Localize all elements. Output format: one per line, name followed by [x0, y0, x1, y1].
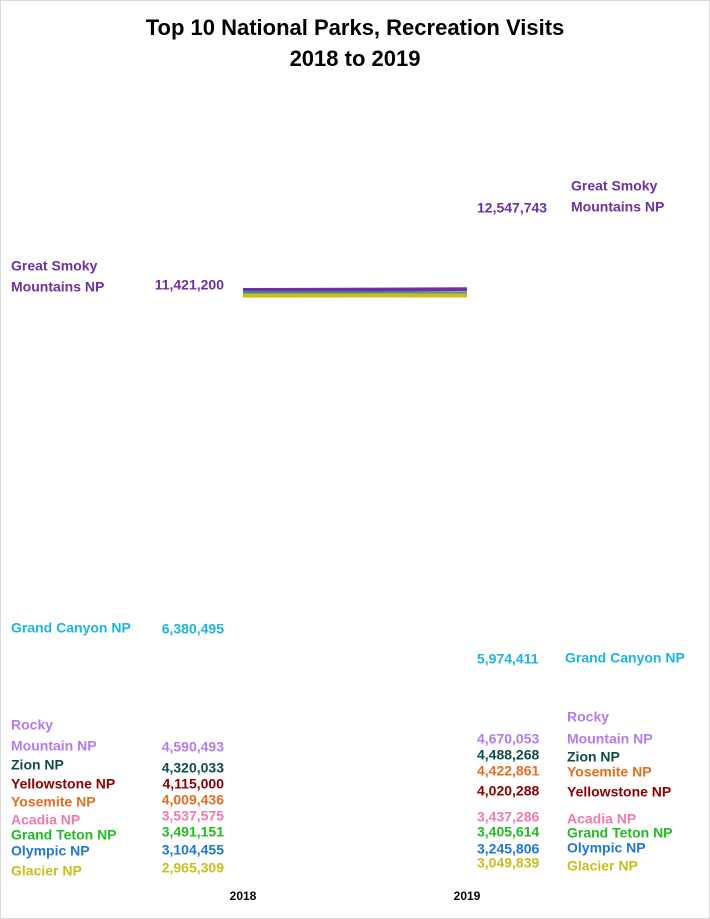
chart-title: Top 10 National Parks, Recreation Visits… [0, 12, 710, 74]
left-label-yellowstone-np: Yellowstone NP [11, 776, 115, 792]
value-2018-grand-teton-np: 3,491,151 [162, 824, 224, 840]
right-label-yosemite-np: Yosemite NP [567, 764, 652, 780]
value-2018-olympic-np: 3,104,455 [162, 842, 224, 858]
value-2018-rocky-mountain-np: 4,590,493 [162, 739, 224, 755]
value-2019-yellowstone-np: 4,020,288 [477, 783, 539, 799]
value-2019-great-smoky-mountains-np: 12,547,743 [477, 200, 547, 216]
left-label-great-smoky-mountains-np: Great Smoky [11, 258, 98, 274]
chart-title-line-1: Top 10 National Parks, Recreation Visits [145, 15, 565, 40]
left-label-rocky-mountain-np: Rocky [11, 717, 53, 733]
right-label-olympic-np: Olympic NP [567, 840, 646, 856]
series-line-great-smoky-mountains-np [242, 287, 468, 292]
right-label-acadia-np: Acadia NP [567, 811, 636, 827]
right-label-rocky-mountain-np: Mountain NP [567, 731, 653, 747]
right-label-glacier-np: Glacier NP [567, 858, 638, 874]
chart-title-line-2: 2018 to 2019 [289, 46, 421, 71]
left-label-grand-teton-np: Grand Teton NP [11, 827, 117, 843]
value-2018-acadia-np: 3,537,575 [162, 808, 224, 824]
x-tick-label-2019: 2019 [454, 889, 481, 903]
right-label-zion-np: Zion NP [567, 749, 620, 765]
value-2018-grand-canyon-np: 6,380,495 [162, 621, 224, 637]
value-2019-glacier-np: 3,049,839 [477, 855, 539, 871]
left-label-olympic-np: Olympic NP [11, 843, 90, 859]
value-2019-acadia-np: 3,437,286 [477, 809, 539, 825]
left-label-grand-canyon-np: Grand Canyon NP [11, 620, 131, 636]
right-label-yellowstone-np: Yellowstone NP [567, 784, 671, 800]
value-2018-yosemite-np: 4,009,436 [162, 792, 224, 808]
right-label-grand-teton-np: Grand Teton NP [567, 825, 673, 841]
value-2019-olympic-np: 3,245,806 [477, 841, 539, 857]
left-label-glacier-np: Glacier NP [11, 863, 82, 879]
value-2018-glacier-np: 2,965,309 [162, 860, 224, 876]
left-label-yosemite-np: Yosemite NP [11, 794, 96, 810]
value-2019-yosemite-np: 4,422,861 [477, 763, 539, 779]
x-tick-label-2018: 2018 [230, 889, 257, 903]
value-2019-grand-teton-np: 3,405,614 [477, 824, 539, 840]
left-label-rocky-mountain-np: Mountain NP [11, 738, 97, 754]
value-2019-zion-np: 4,488,268 [477, 747, 539, 763]
value-2018-great-smoky-mountains-np: 11,421,200 [155, 277, 225, 293]
right-label-great-smoky-mountains-np: Mountains NP [571, 199, 664, 215]
left-label-great-smoky-mountains-np: Mountains NP [11, 279, 104, 295]
value-2018-yellowstone-np: 4,115,000 [162, 776, 224, 792]
left-label-zion-np: Zion NP [11, 757, 64, 773]
right-label-rocky-mountain-np: Rocky [567, 709, 609, 725]
value-2019-grand-canyon-np: 5,974,411 [477, 651, 539, 667]
value-2019-rocky-mountain-np: 4,670,053 [477, 731, 539, 747]
right-label-grand-canyon-np: Grand Canyon NP [565, 650, 685, 666]
right-label-great-smoky-mountains-np: Great Smoky [571, 178, 658, 194]
value-2018-zion-np: 4,320,033 [162, 760, 224, 776]
left-label-acadia-np: Acadia NP [11, 812, 80, 828]
